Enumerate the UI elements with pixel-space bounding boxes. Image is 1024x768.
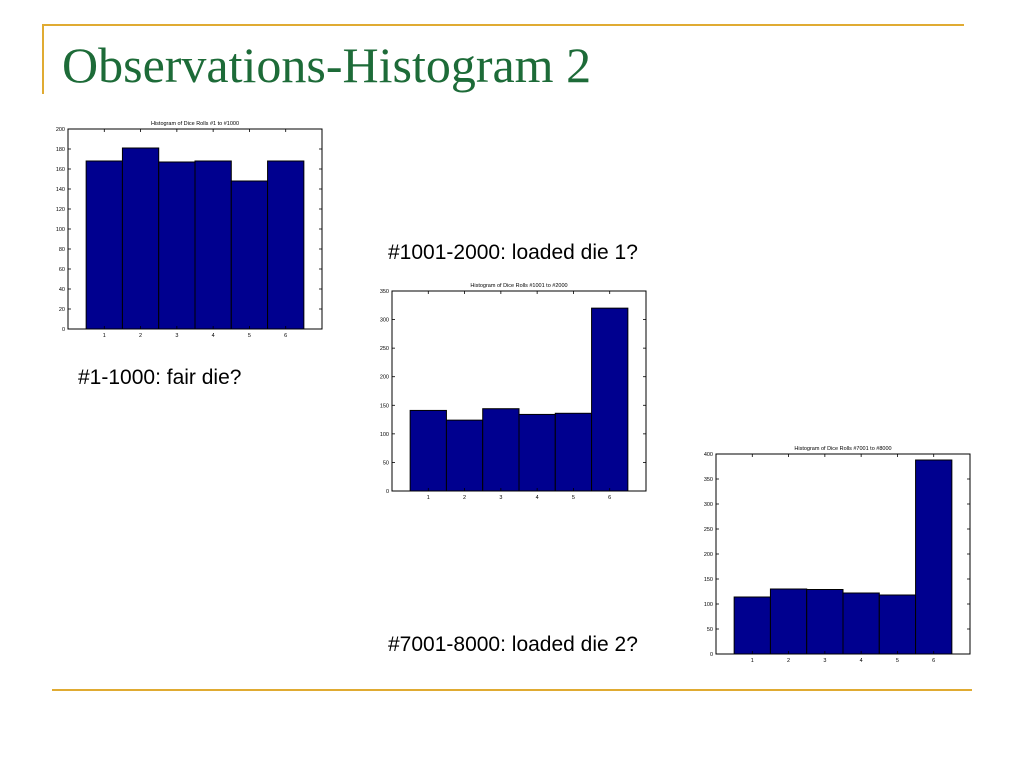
x-tick-label: 1 xyxy=(103,333,106,339)
y-tick-label: 350 xyxy=(380,289,389,295)
y-tick-label: 300 xyxy=(704,502,713,508)
x-tick-label: 5 xyxy=(572,495,575,501)
x-tick-label: 6 xyxy=(608,495,611,501)
bar-6 xyxy=(915,459,953,655)
x-tick-label: 5 xyxy=(896,658,899,664)
y-tick-label: 40 xyxy=(59,287,65,293)
y-tick-label: 200 xyxy=(380,375,389,381)
x-tick-label: 2 xyxy=(463,495,466,501)
x-tick-label: 3 xyxy=(499,495,502,501)
y-tick-label: 250 xyxy=(380,346,389,352)
bar-4 xyxy=(194,160,232,330)
bottom-accent-rule xyxy=(52,689,972,691)
y-tick-label: 100 xyxy=(56,227,65,233)
y-tick-label: 150 xyxy=(380,403,389,409)
y-tick-label: 50 xyxy=(707,627,713,633)
y-tick-label: 200 xyxy=(56,127,65,133)
x-tick-label: 4 xyxy=(536,495,539,501)
y-tick-label: 80 xyxy=(59,247,65,253)
bar-5 xyxy=(878,594,917,655)
bar-2 xyxy=(445,419,484,492)
bar-1 xyxy=(409,409,447,492)
chart-title: Histogram of Dice Rolls #7001 to #8000 xyxy=(794,446,891,452)
plot-frame xyxy=(391,290,647,492)
y-tick-label: 400 xyxy=(704,452,713,458)
x-tick-label: 3 xyxy=(823,658,826,664)
bar-2 xyxy=(769,588,808,655)
bar-6 xyxy=(591,307,629,492)
y-tick-label: 140 xyxy=(56,187,65,193)
y-tick-label: 20 xyxy=(59,307,65,313)
y-tick-label: 60 xyxy=(59,267,65,273)
y-tick-label: 250 xyxy=(704,527,713,533)
x-tick-label: 2 xyxy=(139,333,142,339)
bar-5 xyxy=(554,412,593,492)
x-tick-label: 2 xyxy=(787,658,790,664)
x-tick-label: 6 xyxy=(932,658,935,664)
bar-4 xyxy=(518,413,556,492)
y-tick-label: 160 xyxy=(56,167,65,173)
bar-3 xyxy=(806,589,844,655)
y-tick-label: 100 xyxy=(380,432,389,438)
y-tick-label: 150 xyxy=(704,577,713,583)
chart-title: Histogram of Dice Rolls #1001 to #2000 xyxy=(470,283,567,289)
y-tick-label: 0 xyxy=(62,327,65,333)
y-tick-label: 180 xyxy=(56,147,65,153)
bar-4 xyxy=(842,592,880,655)
bar-5 xyxy=(230,180,269,330)
bar-6 xyxy=(267,160,305,330)
x-tick-label: 1 xyxy=(427,495,430,501)
y-tick-label: 300 xyxy=(380,318,389,324)
top-accent-rule xyxy=(42,24,964,26)
y-tick-label: 200 xyxy=(704,552,713,558)
y-tick-label: 120 xyxy=(56,207,65,213)
x-tick-label: 5 xyxy=(248,333,251,339)
y-tick-label: 50 xyxy=(383,460,389,466)
caption-fair-die: #1-1000: fair die? xyxy=(78,366,242,389)
x-tick-label: 4 xyxy=(860,658,863,664)
left-accent-rule xyxy=(42,24,44,94)
y-tick-label: 100 xyxy=(704,602,713,608)
x-tick-label: 3 xyxy=(175,333,178,339)
x-tick-label: 1 xyxy=(751,658,754,664)
bar-2 xyxy=(121,147,160,330)
chart-title: Histogram of Dice Rolls #1 to #1000 xyxy=(151,121,239,127)
caption-loaded-die-1: #1001-2000: loaded die 1? xyxy=(388,241,638,264)
x-tick-label: 6 xyxy=(284,333,287,339)
caption-loaded-die-2: #7001-8000: loaded die 2? xyxy=(388,633,638,656)
y-tick-label: 0 xyxy=(710,652,713,658)
x-tick-label: 4 xyxy=(212,333,215,339)
y-tick-label: 0 xyxy=(386,489,389,495)
bar-1 xyxy=(733,596,771,655)
slide-title: Observations-Histogram 2 xyxy=(62,37,592,93)
y-tick-label: 350 xyxy=(704,477,713,483)
